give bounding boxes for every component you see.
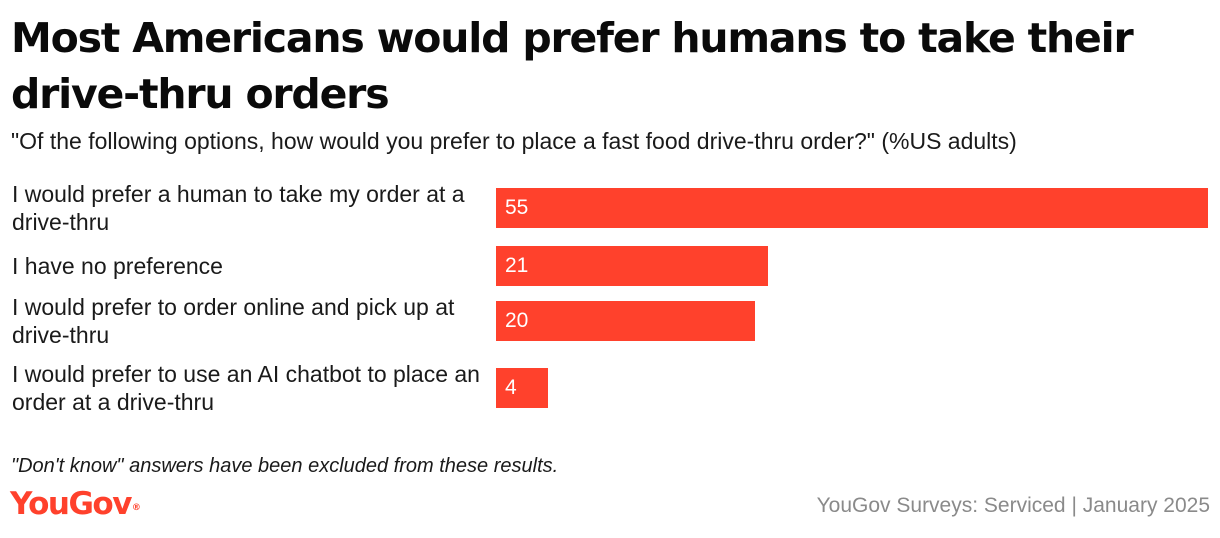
bar: [496, 368, 548, 408]
registered-mark: ®: [131, 503, 141, 513]
yougov-logo: YouGov®: [10, 484, 141, 524]
chart-title: Most Americans would prefer humans to ta…: [11, 14, 1134, 118]
bar-value-label: 20: [505, 309, 529, 332]
bar: [496, 246, 768, 286]
bar-chart: I would prefer a human to take my order …: [0, 170, 1220, 420]
logo-text: YouGov: [10, 486, 132, 522]
footnote: "Don't know" answers have been excluded …: [11, 455, 559, 477]
bar-value-label: 55: [505, 196, 529, 219]
bar: [496, 301, 755, 341]
category-label: I would prefer a human to take my order …: [12, 181, 465, 235]
bar: [496, 188, 1208, 228]
source-credit: YouGov Surveys: Serviced | January 2025: [816, 494, 1210, 517]
bar-value-label: 21: [505, 254, 529, 277]
bar-value-label: 4: [505, 376, 517, 399]
category-label: I would prefer to order online and pick …: [12, 294, 455, 348]
category-label: I would prefer to use an AI chatbot to p…: [12, 361, 480, 415]
category-label: I have no preference: [12, 253, 223, 279]
chart-subtitle: "Of the following options, how would you…: [11, 128, 1017, 154]
